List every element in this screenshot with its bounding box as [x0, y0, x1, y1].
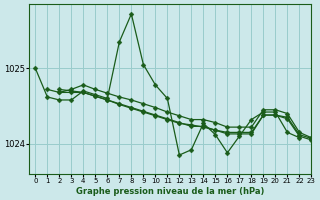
X-axis label: Graphe pression niveau de la mer (hPa): Graphe pression niveau de la mer (hPa) [76, 187, 265, 196]
